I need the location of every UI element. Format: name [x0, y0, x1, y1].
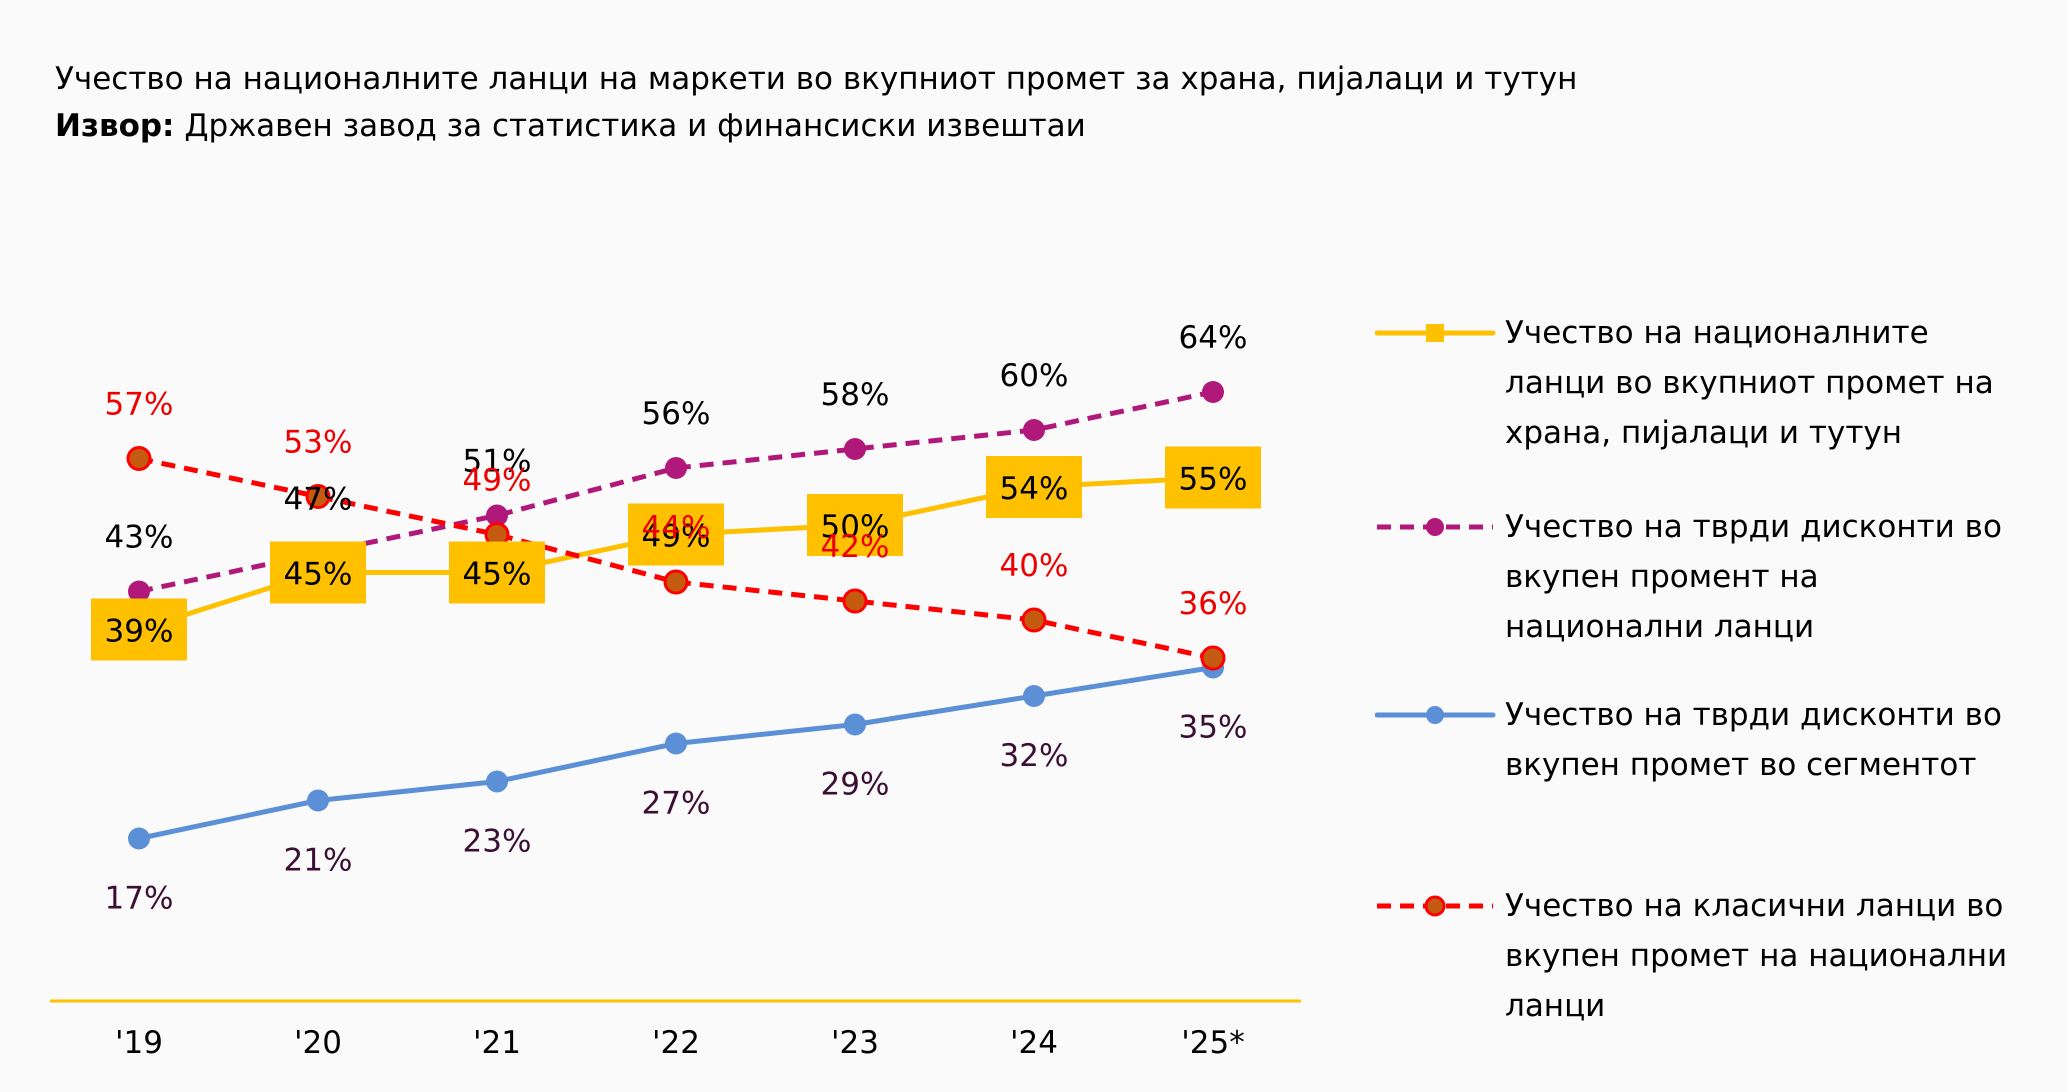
data-label: 42% — [821, 529, 890, 565]
data-point — [842, 588, 868, 614]
chart-source: Извор: Државен завод за статистика и фин… — [55, 103, 1577, 150]
data-label-box — [1165, 446, 1261, 509]
x-axis-tick-labels: '19 '20 '21 '22 '23 '24 '25* — [115, 1025, 1245, 1061]
data-label: 50% — [821, 509, 890, 545]
data-point — [1023, 685, 1045, 707]
data-label-box — [91, 598, 187, 661]
data-point — [128, 827, 150, 850]
data-label: 43% — [105, 520, 174, 556]
data-label: 29% — [821, 767, 890, 803]
x-tick-label: '19 — [115, 1025, 163, 1061]
data-label: 53% — [284, 425, 353, 461]
data-label-box — [449, 541, 545, 604]
data-point — [665, 732, 687, 755]
labels-hard-discount-national: 43% 47% 51% 56% 58% 60% 64% — [105, 320, 1248, 556]
data-point — [1021, 607, 1047, 633]
source-text: Државен завод за статистика и финансиски… — [184, 108, 1086, 144]
data-label: 36% — [1179, 586, 1248, 622]
data-label: 39% — [105, 614, 174, 650]
data-label: 21% — [284, 843, 353, 879]
data-label: 60% — [1000, 358, 1069, 394]
data-label: 45% — [463, 557, 532, 593]
x-tick-label: '20 — [294, 1025, 342, 1061]
data-point — [1202, 381, 1224, 403]
legend-marker-hard-discount-national — [1377, 518, 1493, 536]
data-point — [307, 789, 329, 812]
data-label-box — [807, 494, 903, 556]
data-label: 45% — [284, 557, 353, 593]
labels-hard-discount-segment: 17% 21% 23% 27% 29% 32% 35% — [105, 710, 1248, 917]
data-label-box — [270, 541, 366, 604]
data-point — [665, 457, 687, 479]
data-point — [126, 446, 152, 471]
series-hard-discount-segment — [128, 656, 1224, 850]
x-tick-label: '23 — [831, 1025, 879, 1061]
data-point — [486, 504, 508, 527]
legend-label-national: Учество на националните ланци во вкупнио… — [1505, 315, 1994, 451]
data-point — [1200, 645, 1226, 671]
data-point — [128, 580, 150, 603]
data-point — [305, 484, 331, 509]
data-labels-layer: 17% 21% 23% 27% 29% 32% 35% 43% 47% 51% 56% 58% 60% 6… — [91, 320, 1261, 917]
data-label: 51% — [463, 444, 532, 480]
data-label: 64% — [1179, 320, 1248, 356]
legend-marker-national — [1375, 324, 1496, 342]
data-label-box — [986, 456, 1082, 518]
x-tick-label: '22 — [652, 1025, 700, 1061]
data-label: 49% — [463, 463, 532, 499]
data-label: 56% — [642, 396, 711, 432]
legend-marker-classic-chains — [1377, 895, 1493, 917]
data-label: 47% — [284, 482, 353, 518]
legend-marker-hard-discount-segment — [1375, 706, 1496, 724]
labels-national: 39% 45% 45% 49% 50% 54% 55% — [91, 446, 1261, 661]
data-label: 23% — [463, 824, 532, 860]
data-point — [663, 569, 689, 595]
legend-label-classic-chains: Учество на класични ланци во вкупен пром… — [1505, 888, 2008, 1024]
x-tick-label: '24 — [1010, 1025, 1058, 1061]
chart-title: Учество на националните ланци на маркети… — [55, 61, 1578, 97]
legend-label-hard-discount-national: Учество на тврди дисконти во вкупен пром… — [1505, 509, 2002, 645]
data-label: 44% — [642, 510, 711, 546]
data-label: 54% — [1000, 471, 1069, 507]
data-label: 55% — [1179, 462, 1248, 498]
x-tick-label: '25* — [1181, 1025, 1244, 1061]
legend-label-hard-discount-segment: Учество на тврди дисконти во вкупен пром… — [1505, 697, 2002, 783]
data-label: 57% — [105, 387, 174, 423]
data-point — [844, 713, 866, 736]
data-point — [1023, 419, 1045, 441]
data-label: 17% — [105, 881, 174, 917]
data-label: 27% — [642, 786, 711, 822]
data-label: 32% — [1000, 738, 1069, 774]
data-label: 35% — [1179, 710, 1248, 746]
data-label: 40% — [1000, 548, 1069, 584]
data-point — [844, 438, 866, 460]
data-label: 49% — [642, 519, 711, 555]
labels-classic-chains: 57%53%49%44%42%40%36% — [105, 387, 1248, 623]
chart-title-block: Учество на националните ланци на маркети… — [55, 56, 1577, 150]
data-label-box — [628, 503, 724, 566]
data-label: 58% — [821, 377, 890, 413]
source-label: Извор: — [55, 108, 175, 144]
data-point — [486, 770, 508, 793]
x-tick-label: '21 — [473, 1025, 521, 1061]
